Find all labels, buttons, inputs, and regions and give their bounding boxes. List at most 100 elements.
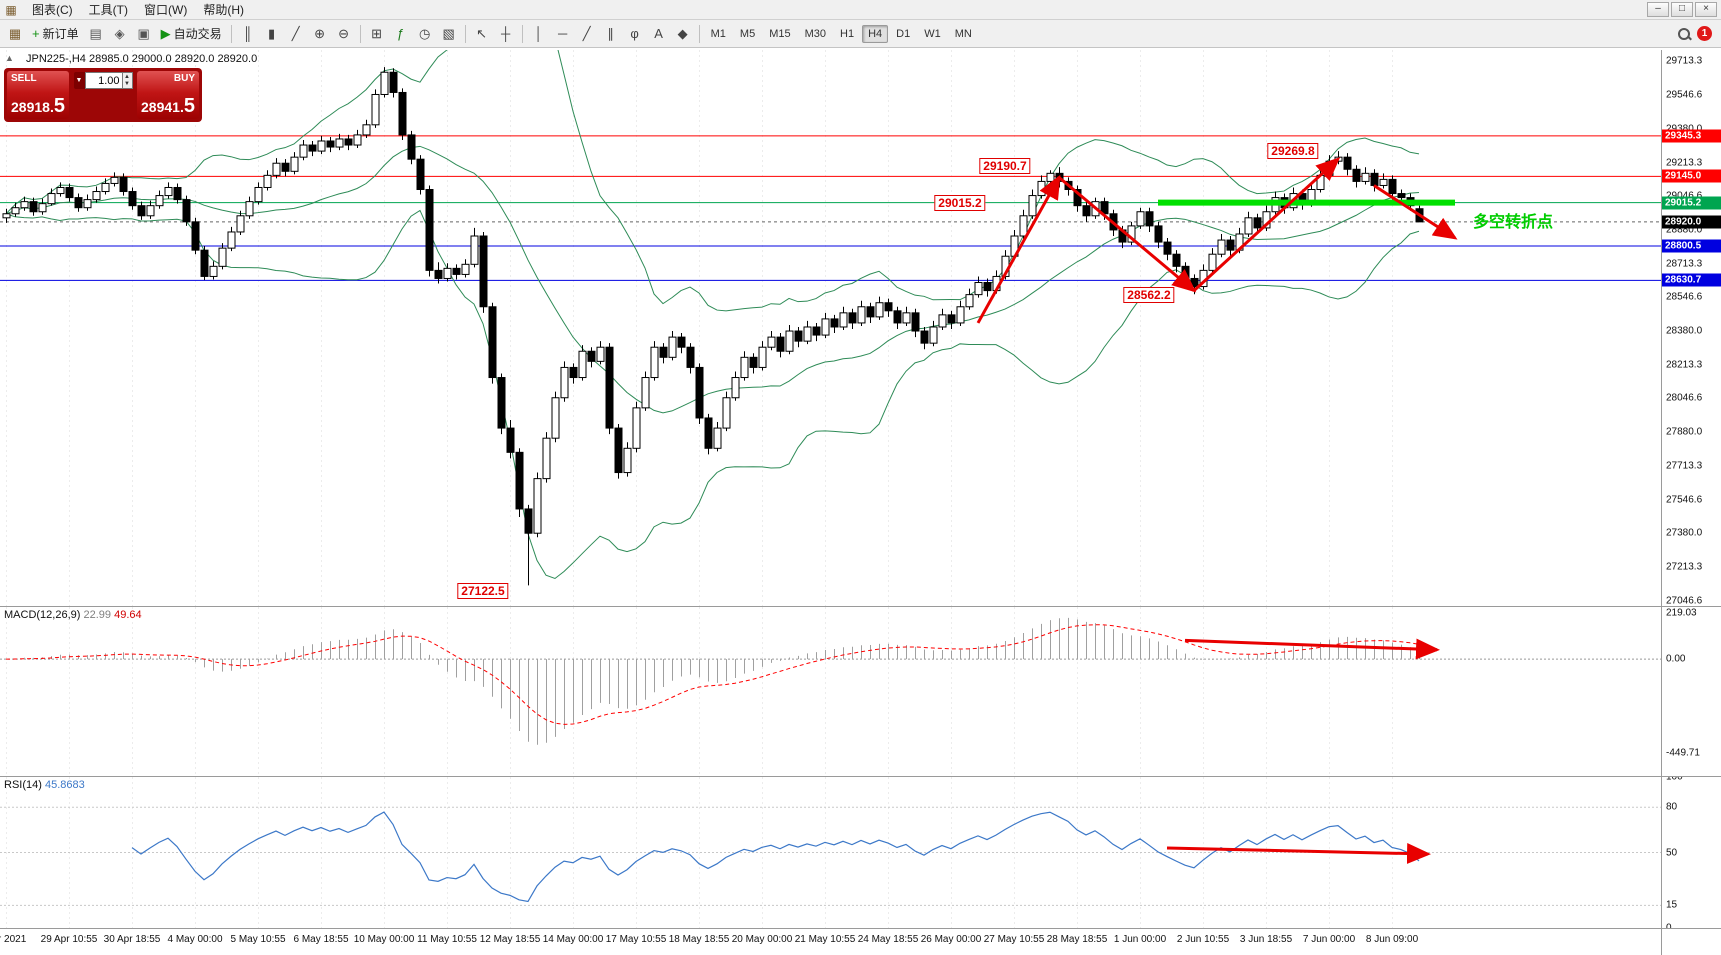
timeframe-w1[interactable]: W1 [924,27,941,40]
price-annotation[interactable]: 29190.7 [979,158,1031,175]
trend-arrow-annotation[interactable] [976,174,1061,324]
timeframe-m1[interactable]: M1 [710,27,726,40]
market-watch-button[interactable]: ▤ [85,23,107,45]
buy-button[interactable]: BUY 28941.5 [137,71,199,119]
timeframe-h4[interactable]: H4 [862,24,889,43]
price-badge: 28920.0 [1662,215,1721,229]
notification-badge[interactable]: 1 [1697,26,1712,41]
one-click-collapse-button[interactable]: ▲ [5,53,14,63]
time-label: 26 May 00:00 [920,934,982,945]
templates-button[interactable]: ▧ [438,23,460,45]
rsi-scale[interactable]: 100 80 50 15 0 [1661,777,1721,928]
fibonacci-button[interactable]: φ [624,23,646,45]
rsi-arrow-annotation[interactable] [1166,843,1431,865]
symbol-name: JPN225-,H4 [26,53,86,65]
autotrading-button[interactable]: ▶ 自动交易 [157,23,226,45]
scale-tick: 27546.6 [1666,494,1703,506]
time-label: 14 May 00:00 [542,934,604,945]
time-label: 7 Jun 00:00 [1302,934,1356,945]
search-icon[interactable] [1677,27,1691,41]
crosshair-button[interactable]: ┼ [495,23,517,45]
arrows-tool-button[interactable]: ◆ [672,23,694,45]
time-label: 20 May 00:00 [731,934,793,945]
vertical-line-button[interactable]: │ [528,23,550,45]
close-button[interactable]: × [1695,2,1717,17]
time-label: 6 May 18:55 [293,934,349,945]
volume-input[interactable] [84,72,123,89]
toolbar-right: 1 [1677,26,1718,41]
sell-button[interactable]: SELL 28918.5 [7,71,69,119]
trendline-button[interactable]: ╱ [576,23,598,45]
scale-tick: 27046.6 [1666,595,1703,606]
trend-arrow-annotation[interactable] [1373,184,1458,240]
zoom-out-button[interactable]: ⊖ [333,23,355,45]
timeframe-d1[interactable]: D1 [896,27,911,40]
price-annotation[interactable]: 29269.8 [1267,142,1319,159]
menu-item[interactable]: 工具(T) [88,3,128,17]
periods-icon: ◷ [418,26,431,41]
line-chart-type-button[interactable]: ╱ [285,23,307,45]
menu-items: 图表(C) 工具(T) 窗口(W) 帮助(H) [24,0,252,19]
macd-scale[interactable]: 219.03 0.00 -449.71 [1661,607,1721,776]
rsi-svg [0,777,1661,928]
pivot-text-annotation[interactable]: 多空转折点 [1473,213,1554,231]
volume-group: ▼ ▲ ▼ [72,71,134,119]
price-annotation[interactable]: 27122.5 [457,582,509,599]
bollinger-band [5,50,1420,312]
menu-item[interactable]: 窗口(W) [144,3,188,17]
new-chart-button[interactable]: ▦ [4,23,26,45]
minimize-button[interactable]: – [1647,2,1669,17]
price-annotation[interactable]: 29015.2 [934,194,986,211]
macd-pane[interactable]: MACD(12,26,9) 22.99 49.64 [0,607,1661,776]
timeframe-m15[interactable]: M15 [769,27,791,40]
spin-up-icon[interactable]: ▲ [124,73,130,80]
equidistant-channel-button[interactable]: ∥ [600,23,622,45]
main-chart[interactable]: ▲ JPN225-,H4 28985.0 29000.0 28920.0 289… [0,50,1661,606]
scale-tick: 28213.3 [1666,359,1703,371]
price-scale[interactable]: 29713.329546.629380.029213.329046.628880… [1661,50,1721,606]
scale-tick: 28880.0 [1666,224,1703,236]
one-click-trading-panel: SELL 28918.5 ▼ ▲ ▼ BUY 28941.5 [4,68,202,122]
new-order-button[interactable]: + 新订单 [28,23,83,45]
market-watch-icon: ▤ [89,26,102,41]
indicators-button[interactable]: ƒ [390,23,412,45]
trendline-icon: ╱ [582,26,591,41]
scale-tick: 219.03 [1666,607,1697,619]
timeframe-m30[interactable]: M30 [804,27,826,40]
bollinger-band [5,145,1420,414]
spin-down-icon[interactable]: ▼ [124,80,130,87]
rsi-pane[interactable]: RSI(14) 45.8683 [0,777,1661,928]
price-chart-svg [0,50,1661,606]
time-label: 5 May 10:55 [230,934,286,945]
periods-button[interactable]: ◷ [414,23,436,45]
timeframe-m5[interactable]: M5 [739,27,756,40]
price-annotation[interactable]: 28562.2 [1123,286,1175,303]
time-label: 18 May 18:55 [668,934,730,945]
menu-item[interactable]: 帮助(H) [203,3,244,17]
timeframe-mn[interactable]: MN [954,27,972,40]
candlestick-chart-type-button[interactable]: ▮ [261,23,283,45]
time-axis[interactable]: Apr 2021 29 Apr 10:55 30 Apr 18:55 4 May 00… [0,929,1661,955]
volume-dropdown-icon[interactable]: ▼ [73,72,85,89]
main-chart-row: ▲ JPN225-,H4 28985.0 29000.0 28920.0 289… [0,50,1721,606]
scale-tick: 15 [1666,899,1678,911]
zoom-in-button[interactable]: ⊕ [309,23,331,45]
cursor-button[interactable]: ↖ [471,23,493,45]
terminal-button[interactable]: ▣ [133,23,155,45]
menu-item[interactable]: 图表(C) [32,3,73,17]
new-order-icon: + [32,26,40,41]
timeframe-h1[interactable]: H1 [840,27,855,40]
fibonacci-icon: φ [630,26,639,41]
restore-button[interactable]: □ [1671,2,1693,17]
trend-arrow-annotation[interactable] [1058,176,1197,293]
price-badge: 29145.0 [1662,169,1721,183]
navigator-button[interactable]: ◈ [109,23,131,45]
macd-arrow-annotation[interactable] [1184,638,1440,660]
volume-spinner[interactable]: ▲ ▼ [122,72,133,89]
text-label-button[interactable]: A [648,23,670,45]
horizontal-line-button[interactable]: ─ [552,23,574,45]
scale-tick: 27880.0 [1666,426,1703,438]
trend-arrow-annotation[interactable] [1192,157,1341,292]
bar-chart-type-button[interactable]: ║ [237,23,259,45]
tile-windows-button[interactable]: ⊞ [366,23,388,45]
